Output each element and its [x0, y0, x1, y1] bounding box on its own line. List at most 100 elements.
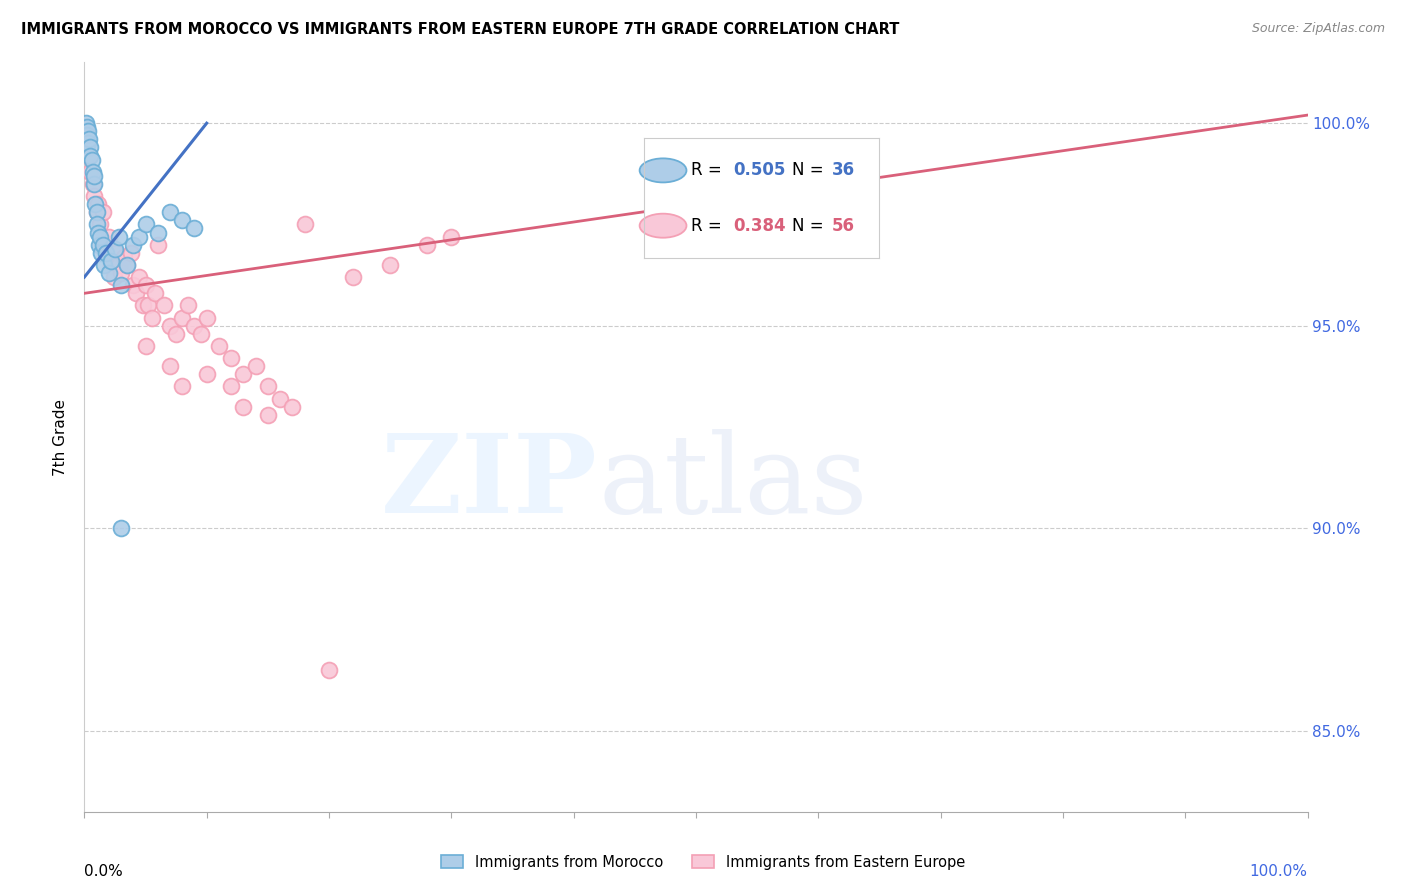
- Point: [93, 237, 115, 252]
- Point: [77, 148, 100, 162]
- Point: [93, 258, 115, 272]
- Point: [83, 189, 105, 203]
- Text: R =: R =: [692, 161, 727, 179]
- Point: [257, 408, 280, 422]
- Text: ZIP: ZIP: [381, 428, 598, 535]
- Point: [281, 400, 304, 414]
- Point: [79, 165, 101, 179]
- Circle shape: [640, 159, 686, 183]
- Point: [183, 221, 205, 235]
- Point: [245, 359, 267, 374]
- Point: [103, 270, 125, 285]
- Point: [107, 229, 129, 244]
- Y-axis label: 7th Grade: 7th Grade: [52, 399, 67, 475]
- Text: Source: ZipAtlas.com: Source: ZipAtlas.com: [1251, 22, 1385, 36]
- Point: [91, 205, 114, 219]
- Point: [232, 368, 254, 382]
- Circle shape: [640, 214, 686, 237]
- Point: [110, 521, 132, 535]
- Point: [110, 278, 132, 293]
- Point: [416, 237, 439, 252]
- Point: [165, 326, 187, 341]
- Text: 0.384: 0.384: [734, 217, 786, 235]
- Point: [135, 339, 157, 353]
- Point: [219, 351, 242, 365]
- Point: [86, 205, 108, 219]
- Text: 56: 56: [832, 217, 855, 235]
- Text: 100.0%: 100.0%: [1250, 864, 1308, 880]
- Point: [97, 229, 120, 244]
- Text: atlas: atlas: [598, 428, 868, 535]
- Point: [100, 253, 122, 268]
- Point: [159, 359, 181, 374]
- Point: [146, 226, 169, 240]
- Point: [440, 229, 463, 244]
- Point: [190, 326, 212, 341]
- Point: [132, 298, 155, 312]
- Point: [76, 120, 98, 135]
- Point: [257, 379, 280, 393]
- Text: IMMIGRANTS FROM MOROCCO VS IMMIGRANTS FROM EASTERN EUROPE 7TH GRADE CORRELATION : IMMIGRANTS FROM MOROCCO VS IMMIGRANTS FR…: [21, 22, 900, 37]
- Point: [96, 245, 118, 260]
- Point: [128, 270, 150, 285]
- Point: [143, 286, 166, 301]
- Point: [128, 229, 150, 244]
- Point: [89, 218, 111, 232]
- Point: [153, 298, 176, 312]
- Point: [120, 245, 142, 260]
- Legend: Immigrants from Morocco, Immigrants from Eastern Europe: Immigrants from Morocco, Immigrants from…: [436, 849, 970, 876]
- Point: [77, 136, 100, 151]
- Point: [105, 245, 128, 260]
- Point: [75, 116, 97, 130]
- Point: [77, 124, 100, 138]
- Point: [195, 310, 218, 325]
- Point: [318, 663, 340, 677]
- Point: [96, 245, 118, 260]
- Text: 0.505: 0.505: [734, 161, 786, 179]
- Point: [294, 218, 316, 232]
- Point: [83, 169, 105, 183]
- Point: [380, 258, 402, 272]
- Point: [82, 165, 104, 179]
- Point: [91, 237, 114, 252]
- Point: [141, 310, 163, 325]
- Point: [208, 339, 231, 353]
- Point: [172, 310, 194, 325]
- Point: [232, 400, 254, 414]
- Point: [177, 298, 200, 312]
- Point: [269, 392, 291, 406]
- Point: [159, 205, 181, 219]
- Point: [83, 177, 105, 191]
- Point: [80, 153, 103, 167]
- Point: [135, 278, 157, 293]
- Text: N =: N =: [792, 161, 828, 179]
- Point: [115, 258, 138, 272]
- Text: 0.0%: 0.0%: [84, 864, 124, 880]
- Point: [159, 318, 181, 333]
- Point: [77, 132, 100, 146]
- Point: [172, 379, 194, 393]
- Point: [172, 213, 194, 227]
- Point: [89, 229, 111, 244]
- Point: [97, 266, 120, 280]
- Point: [195, 368, 218, 382]
- Point: [122, 237, 145, 252]
- Point: [87, 197, 110, 211]
- Point: [342, 270, 364, 285]
- Point: [107, 258, 129, 272]
- Point: [82, 177, 104, 191]
- Point: [87, 226, 110, 240]
- Point: [110, 266, 132, 280]
- Point: [136, 298, 159, 312]
- Point: [86, 205, 108, 219]
- Text: N =: N =: [792, 217, 828, 235]
- Point: [79, 140, 101, 154]
- Point: [115, 258, 138, 272]
- Point: [86, 218, 108, 232]
- Text: 36: 36: [832, 161, 855, 179]
- Point: [219, 379, 242, 393]
- Point: [90, 245, 112, 260]
- Point: [76, 128, 98, 143]
- Point: [135, 218, 157, 232]
- Point: [183, 318, 205, 333]
